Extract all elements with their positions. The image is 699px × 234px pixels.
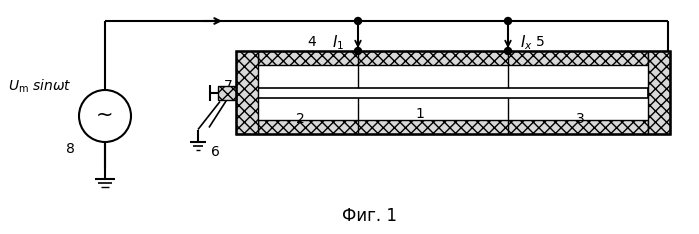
Text: 2: 2 xyxy=(296,112,304,126)
Text: 3: 3 xyxy=(575,112,584,126)
Circle shape xyxy=(354,18,361,25)
Text: 1: 1 xyxy=(416,107,424,121)
Bar xyxy=(258,88,648,98)
Text: 8: 8 xyxy=(66,142,74,156)
Bar xyxy=(648,51,670,134)
Circle shape xyxy=(505,48,512,55)
Text: 7: 7 xyxy=(224,79,232,93)
Circle shape xyxy=(79,90,131,142)
Bar xyxy=(236,51,258,134)
Text: 5: 5 xyxy=(535,35,545,49)
Bar xyxy=(258,120,648,134)
Text: $I_x$: $I_x$ xyxy=(519,34,533,52)
Text: $I_1$: $I_1$ xyxy=(332,34,344,52)
Text: $U_{\mathrm{m}}$ sinωt: $U_{\mathrm{m}}$ sinωt xyxy=(8,77,72,95)
Text: Фиг. 1: Фиг. 1 xyxy=(343,207,398,225)
Text: 4: 4 xyxy=(308,35,317,49)
Bar xyxy=(258,51,648,65)
Bar xyxy=(236,51,670,134)
Circle shape xyxy=(354,48,361,55)
Bar xyxy=(218,85,236,99)
Text: ~: ~ xyxy=(96,105,114,125)
Text: 6: 6 xyxy=(210,145,219,159)
Circle shape xyxy=(505,18,512,25)
